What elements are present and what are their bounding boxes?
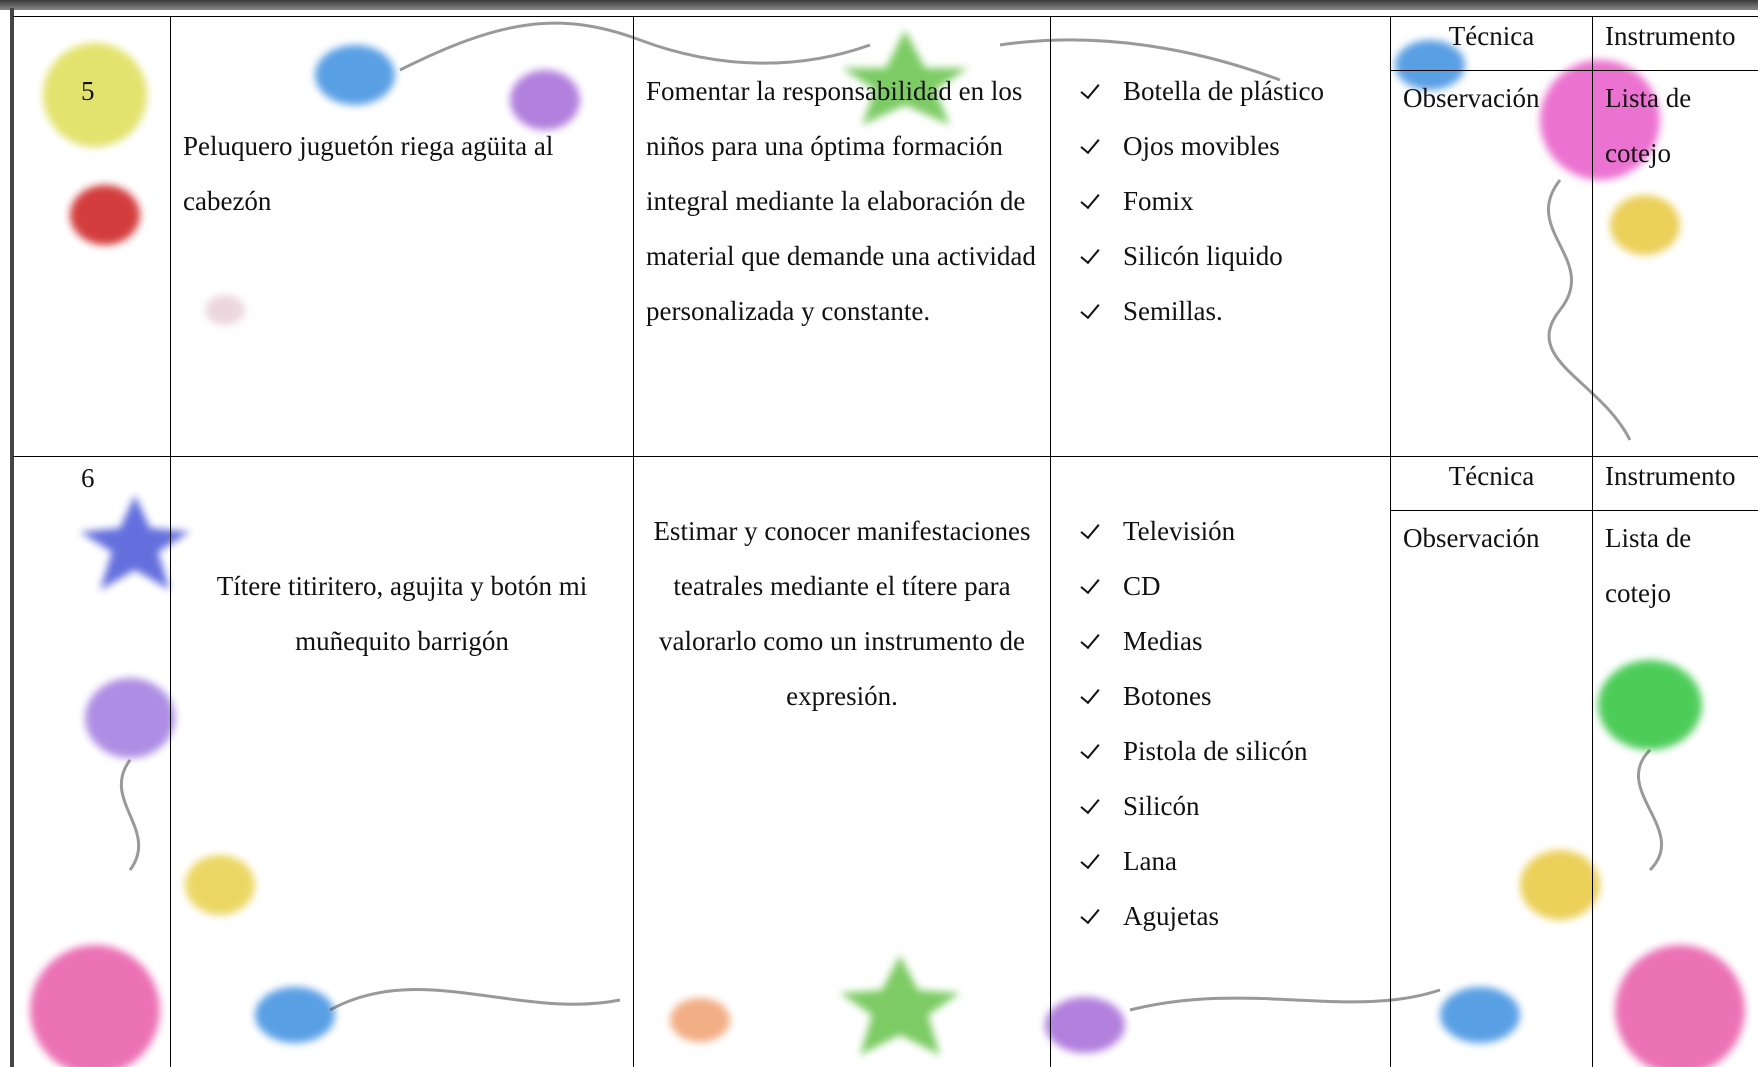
check-icon (1080, 518, 1100, 540)
material-item: CD (1080, 559, 1353, 614)
material-item: Semillas. (1080, 284, 1353, 339)
technique-header: Técnica (1391, 9, 1592, 71)
material-item: Ojos movibles (1080, 119, 1353, 174)
material-text: Ojos movibles (1123, 131, 1280, 161)
material-item: Televisión (1080, 504, 1353, 559)
material-text: CD (1123, 571, 1161, 601)
technique-cell: Técnica Observación (1390, 457, 1592, 1067)
check-icon (1080, 243, 1100, 265)
instrument-header: Instrumento (1593, 449, 1758, 511)
number-cell: 5 (13, 16, 170, 457)
check-icon (1080, 738, 1100, 760)
check-icon (1080, 188, 1100, 210)
material-item: Botones (1080, 669, 1353, 724)
check-icon (1080, 793, 1100, 815)
check-icon (1080, 628, 1100, 650)
material-text: Botella de plástico (1123, 76, 1324, 106)
technique-cell: Técnica Observación (1390, 16, 1592, 457)
materials-wrapper: Televisión CD Medias Botones Pistola de sili… (1051, 449, 1390, 944)
material-text: Silicón liquido (1123, 241, 1283, 271)
check-icon (1080, 848, 1100, 870)
material-text: Medias (1123, 626, 1203, 656)
technique-value: Observación (1403, 523, 1540, 553)
instrument-cell: Instrumento Lista de cotejo (1592, 16, 1758, 457)
materials-list: Televisión CD Medias Botones Pistola de sili… (1063, 504, 1378, 944)
materials-cell: Botella de plástico Ojos movibles Fomix Sil… (1050, 16, 1390, 457)
material-item: Silicón (1080, 779, 1353, 834)
technique-value: Observación (1403, 83, 1540, 113)
material-text: Botones (1123, 681, 1212, 711)
instrument-value: Lista de cotejo (1605, 83, 1692, 168)
material-item: Silicón liquido (1080, 229, 1353, 284)
material-text: Silicón (1123, 791, 1200, 821)
technique-header: Técnica (1391, 449, 1592, 511)
objective-text: Estimar y conocer manifestaciones teatra… (653, 516, 1031, 711)
material-item: Botella de plástico (1080, 64, 1353, 119)
material-item: Agujetas (1080, 889, 1353, 944)
material-item: Pistola de silicón (1080, 724, 1353, 779)
activity-cell: Títere titiritero, agujita y botón mi mu… (170, 457, 633, 1067)
check-icon (1080, 133, 1100, 155)
activity-name: Títere titiritero, agujita y botón mi mu… (216, 571, 588, 656)
check-icon (1080, 78, 1100, 100)
top-border (0, 0, 1758, 10)
instrument-value: Lista de cotejo (1605, 523, 1692, 608)
number-cell: 6 (13, 457, 170, 1067)
material-text: Pistola de silicón (1123, 736, 1308, 766)
material-item: Medias (1080, 614, 1353, 669)
check-icon (1080, 298, 1100, 320)
materials-list: Botella de plástico Ojos movibles Fomix Sil… (1063, 64, 1378, 339)
material-item: Lana (1080, 834, 1353, 889)
row-number: 5 (81, 76, 95, 106)
objective-cell: Estimar y conocer manifestaciones teatra… (633, 457, 1050, 1067)
activity-cell: Peluquero juguetón riega agüita al cabez… (170, 16, 633, 457)
instrument-header: Instrumento (1593, 9, 1758, 71)
material-text: Fomix (1123, 186, 1194, 216)
material-text: Semillas. (1123, 296, 1223, 326)
material-text: Agujetas (1123, 901, 1219, 931)
objective-text: Fomentar la responsabilidad en los niños… (646, 76, 1036, 326)
objective-cell: Fomentar la responsabilidad en los niños… (633, 16, 1050, 457)
materials-cell: Televisión CD Medias Botones Pistola de sili… (1050, 457, 1390, 1067)
materials-wrapper: Botella de plástico Ojos movibles Fomix Sil… (1051, 9, 1390, 339)
instrument-cell: Instrumento Lista de cotejo (1592, 457, 1758, 1067)
material-text: Lana (1123, 846, 1177, 876)
left-border (10, 8, 14, 1067)
activity-name: Peluquero juguetón riega agüita al cabez… (183, 131, 554, 216)
check-icon (1080, 573, 1100, 595)
row-number: 6 (81, 463, 95, 493)
material-text: Televisión (1123, 516, 1236, 546)
material-item: Fomix (1080, 174, 1353, 229)
check-icon (1080, 683, 1100, 705)
check-icon (1080, 903, 1100, 925)
